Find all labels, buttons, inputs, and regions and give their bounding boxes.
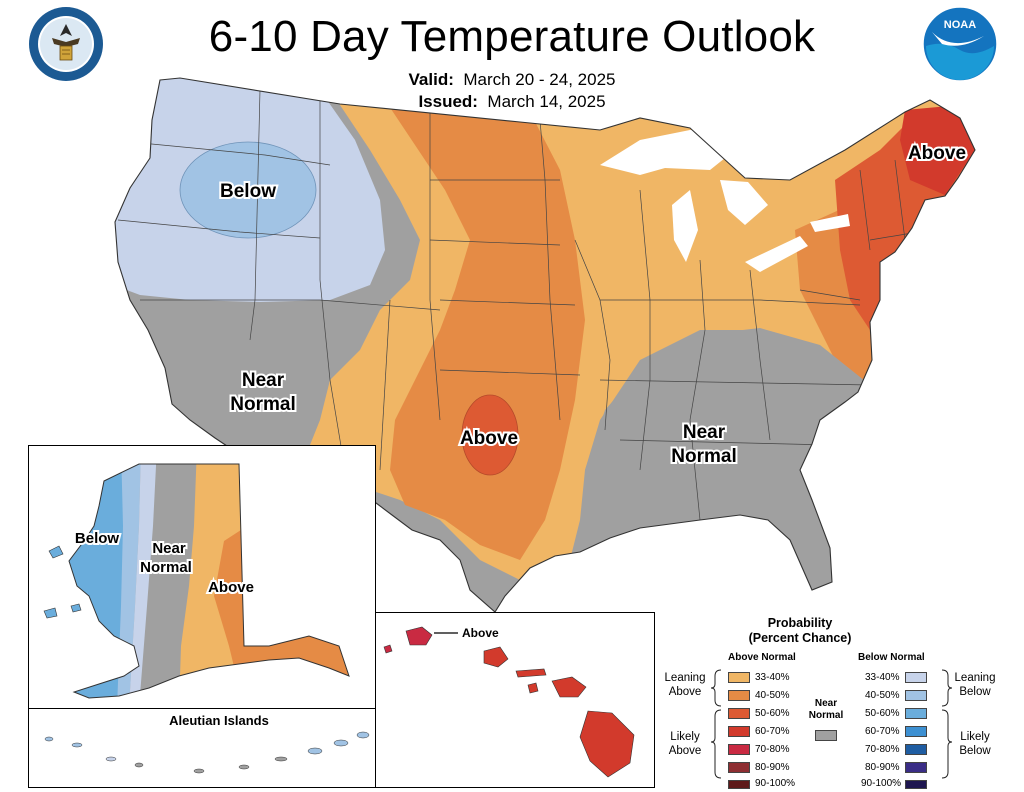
issued-value: March 14, 2025 [487,92,606,111]
label-alaska-above: Above [208,579,254,596]
valid-value: March 20 - 24, 2025 [463,70,616,89]
above-60-70-region [900,105,975,195]
aleutian-island-chain [44,731,370,774]
legend-leaning-above: Leaning Above [664,672,706,698]
legend-pct-below-60-70: 60-70% [865,726,900,737]
label-alaska-near-2: Normal [140,559,192,576]
ak-above-40-50-region [214,528,349,698]
legend-near-normal-label: Near Normal [808,698,844,721]
legend-swatch-below-33-40 [905,672,927,683]
legend-pct-above-60-70: 60-70% [755,726,790,737]
issued-date: Issued: March 14, 2025 [0,92,1024,112]
label-southeast-near-2: Normal [671,446,736,467]
ak-island-1 [48,545,64,559]
legend-swatch-above-90-100 [728,780,750,789]
legend-below-header: Below Normal [858,652,925,663]
legend-pct-above-80-90: 80-90% [755,762,790,773]
label-southeast-near-1: Near [683,422,726,443]
alaska-outline [68,463,350,699]
issued-label: Issued: [418,92,478,111]
near-normal-southeast-region [585,328,870,570]
page-title: 6-10 Day Temperature Outlook [208,12,816,61]
hawaii-molokai [515,668,547,678]
legend-braces [710,669,953,779]
above-50-60-oval [461,394,519,476]
legend-pct-below-80-90: 80-90% [865,762,900,773]
legend-above-header: Above Normal [728,652,796,663]
commerce-seal-logo [29,7,103,81]
label-southwest-near-1: Near [242,370,285,391]
label-southern-plains-above: Above [460,428,518,449]
legend-swatch-above-70-80 [728,744,750,755]
below-40-50-oval [179,141,317,239]
label-alaska-near-1: Near [152,540,186,557]
lake-huron [720,180,768,225]
aleutian-inset: Aleutian Islands [28,708,376,788]
label-northwest-below: Below [220,181,276,202]
legend-swatch-below-90-100 [905,780,927,789]
conus-outline [114,77,976,613]
ak-island-2 [43,607,58,619]
hawaii-lanai [527,682,539,694]
legend-pct-above-33-40: 33-40% [755,672,790,683]
legend-pct-above-50-60: 50-60% [755,708,790,719]
legend-likely-above: Likely Above [668,731,702,757]
ak-island-3 [70,603,82,613]
lake-erie [745,236,808,272]
legend-pct-above-40-50: 40-50% [755,690,790,701]
legend-pct-above-70-80: 70-80% [755,744,790,755]
legend-likely-below: Likely Below [959,731,991,757]
legend-title-line2: (Percent Chance) [748,631,852,645]
valid-label: Valid: [408,70,454,89]
lake-superior [600,128,735,175]
legend-swatch-above-60-70 [728,726,750,737]
hawaii-kauai [405,626,433,646]
ak-below-33-40-region [129,464,157,698]
label-northeast-above: Above [908,143,966,164]
legend-pct-below-90-100: 90-100% [861,778,902,789]
alaska-inset: Below Near Normal Above [28,445,376,711]
label-aleutian-islands: Aleutian Islands [169,713,269,728]
legend-swatch-near-normal [815,730,837,741]
legend-title: Probability (Percent Chance) [655,616,945,646]
legend-swatch-below-40-50 [905,690,927,701]
legend-swatch-above-40-50 [728,690,750,701]
legend-swatch-below-60-70 [905,726,927,737]
ak-below-50-60-region [69,464,125,698]
lake-michigan [672,190,698,262]
legend-swatch-below-80-90 [905,762,927,773]
legend-swatch-below-70-80 [905,744,927,755]
valid-dates: Valid: March 20 - 24, 2025 [0,70,1024,90]
legend-swatch-above-80-90 [728,762,750,773]
hawaii-niihau [383,644,393,654]
legend-pct-below-70-80: 70-80% [865,744,900,755]
legend-title-line1: Probability [767,616,833,630]
hawaii-maui [551,676,587,698]
legend-pct-below-40-50: 40-50% [865,690,900,701]
legend-pct-below-50-60: 50-60% [865,708,900,719]
hawaii-map: Above [383,626,635,778]
above-40-50-region [385,100,585,560]
legend-pct-above-90-100: 90-100% [755,778,796,789]
label-southwest-near-2: Normal [230,394,295,415]
legend-swatch-below-50-60 [905,708,927,719]
aleutian-map: Aleutian Islands [44,713,370,774]
hawaii-inset: Above [375,612,655,788]
lake-ontario [810,214,850,232]
label-alaska-below: Below [75,530,120,547]
noaa-logo: NOAA [922,6,998,82]
alaska-map: Below Near Normal Above [29,463,374,711]
legend: Probability (Percent Chance) Above Norma… [655,612,1015,789]
noaa-logo-text: NOAA [944,19,976,31]
legend-swatch-above-50-60 [728,708,750,719]
hawaii-big-island [579,710,635,778]
legend-pct-below-33-40: 33-40% [865,672,900,683]
hawaii-oahu [483,646,509,668]
legend-leaning-below: Leaning Below [954,672,996,698]
legend-swatch-above-33-40 [728,672,750,683]
label-hawaii-above: Above [462,626,499,640]
